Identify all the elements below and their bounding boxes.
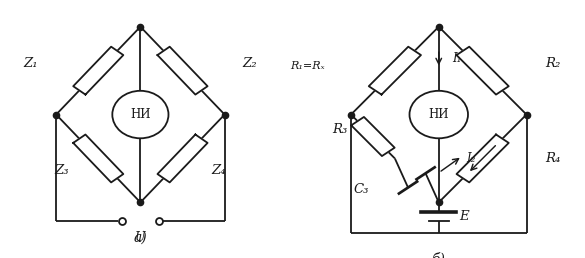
- Text: НИ: НИ: [428, 108, 449, 121]
- Polygon shape: [73, 47, 123, 95]
- Text: Z₁: Z₁: [23, 57, 38, 70]
- Text: I₁: I₁: [452, 52, 462, 65]
- Polygon shape: [157, 47, 208, 95]
- Text: C₃: C₃: [354, 183, 369, 196]
- Text: НИ: НИ: [130, 108, 151, 121]
- Text: E: E: [459, 210, 469, 223]
- Text: б): б): [432, 252, 446, 258]
- Text: R₄: R₄: [545, 152, 560, 165]
- Polygon shape: [456, 134, 509, 182]
- Text: Z₄: Z₄: [212, 164, 226, 177]
- Text: Z₃: Z₃: [54, 164, 69, 177]
- Text: Z₂: Z₂: [243, 57, 257, 70]
- Polygon shape: [157, 134, 208, 182]
- Polygon shape: [73, 134, 123, 182]
- Polygon shape: [456, 47, 509, 95]
- Text: а): а): [133, 231, 147, 245]
- Text: R₁=Rₓ: R₁=Rₓ: [290, 61, 325, 71]
- Polygon shape: [369, 47, 421, 95]
- Text: U: U: [135, 231, 146, 244]
- Circle shape: [410, 91, 468, 138]
- Circle shape: [112, 91, 168, 138]
- Text: R₃: R₃: [333, 123, 348, 136]
- Polygon shape: [351, 117, 395, 156]
- Text: I₂: I₂: [467, 152, 476, 165]
- Text: R₂: R₂: [545, 57, 560, 70]
